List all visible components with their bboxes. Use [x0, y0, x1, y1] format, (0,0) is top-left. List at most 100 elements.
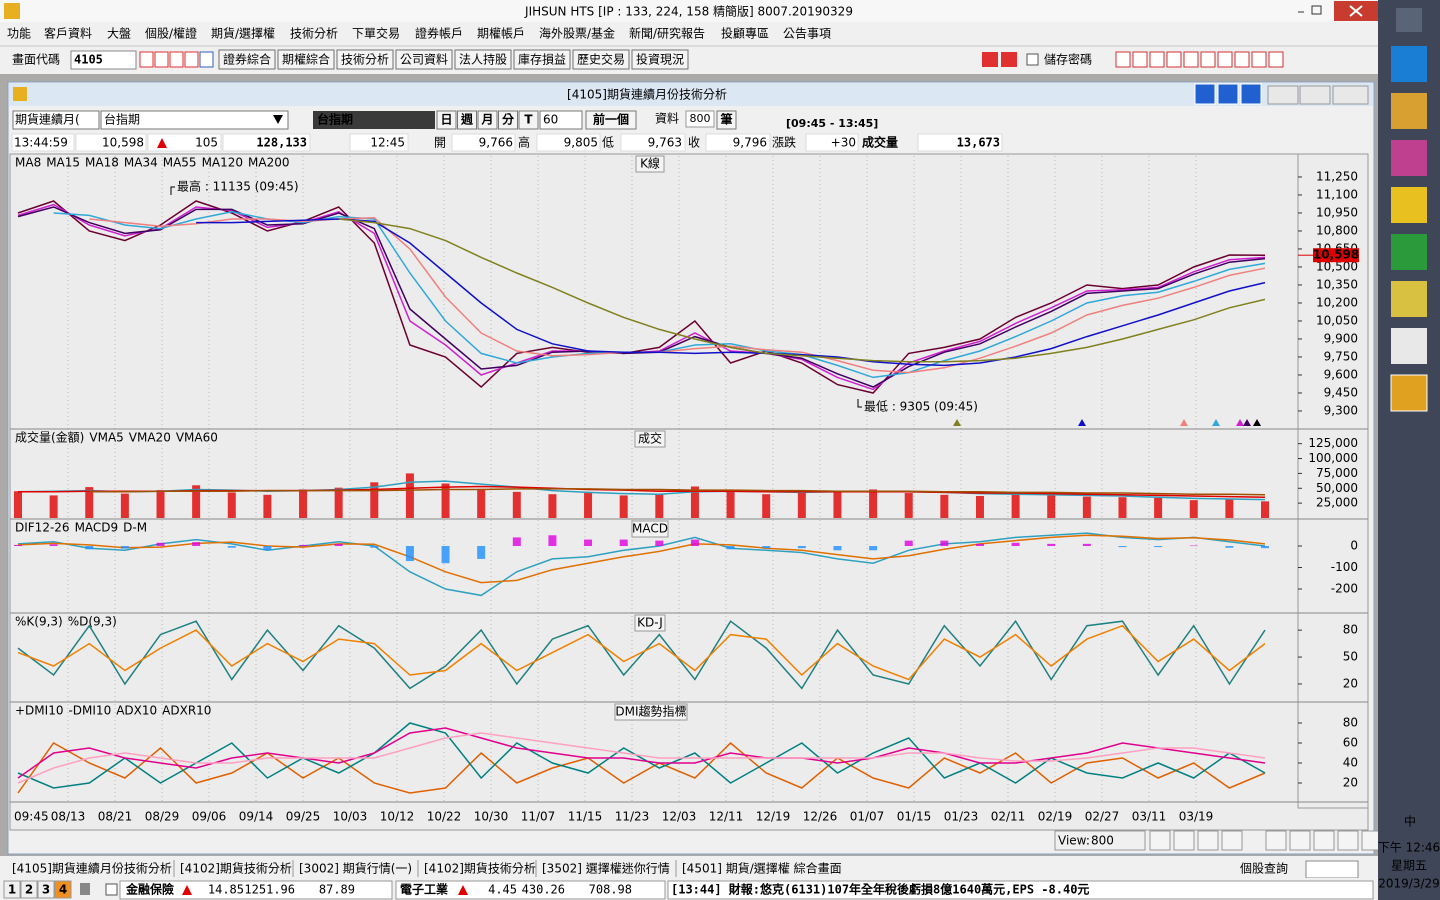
- menu-item[interactable]: 海外股票/基金: [539, 26, 615, 41]
- tool-icon[interactable]: [1183, 51, 1199, 68]
- period-button[interactable]: [436, 110, 457, 130]
- taskbar-app[interactable]: [1391, 281, 1427, 317]
- taskbar-app[interactable]: [1390, 374, 1428, 412]
- taskbar-app[interactable]: [1391, 328, 1427, 364]
- menu-item[interactable]: 期貨/選擇權: [211, 26, 275, 41]
- count-unit[interactable]: 筆: [720, 112, 732, 127]
- page-button[interactable]: [3, 880, 21, 899]
- menu-item[interactable]: 下單交易: [352, 26, 400, 41]
- inner-tool-button[interactable]: [1194, 83, 1216, 105]
- menu-item[interactable]: 投顧專區: [721, 26, 769, 41]
- taskbar-app[interactable]: [1391, 187, 1427, 223]
- toolbar-button[interactable]: [513, 49, 571, 70]
- restore-button[interactable]: [1304, 2, 1332, 20]
- symbol-input[interactable]: [100, 110, 289, 130]
- toolbar-button-label[interactable]: 法人持股: [459, 52, 507, 67]
- tool-icon[interactable]: [1115, 51, 1131, 68]
- menu-item[interactable]: 大盤: [107, 27, 131, 41]
- inner-tool-button[interactable]: [1217, 83, 1239, 105]
- start-button[interactable]: [1396, 8, 1422, 32]
- period-button[interactable]: [518, 110, 539, 130]
- tool-icon[interactable]: [1200, 51, 1216, 68]
- menu-item[interactable]: 證券帳戶: [415, 26, 463, 41]
- page-button[interactable]: [54, 880, 72, 899]
- tab[interactable]: [3002] 期貨行情(一): [299, 862, 412, 876]
- chart-tool-button[interactable]: [1149, 830, 1171, 851]
- toolbar-button-label[interactable]: 歷史交易: [577, 52, 625, 67]
- menu-item[interactable]: 期權帳戶: [477, 27, 525, 41]
- save-password-label[interactable]: 儲存密碼: [1044, 52, 1092, 67]
- count-input[interactable]: [685, 110, 715, 128]
- menu-item[interactable]: 個股/權證: [145, 26, 197, 41]
- chart-tool-button[interactable]: [1173, 830, 1195, 851]
- toolbar-button[interactable]: [277, 49, 335, 70]
- tab[interactable]: [3502] 選擇權迷你行情: [542, 861, 670, 876]
- toolbar-button-label[interactable]: 投資現況: [636, 52, 684, 67]
- tool-icon[interactable]: [1234, 51, 1250, 68]
- period-button[interactable]: [498, 110, 518, 130]
- tool-icon[interactable]: [199, 51, 214, 68]
- tool-icon[interactable]: [1268, 51, 1284, 68]
- menu-item[interactable]: 功能: [7, 27, 31, 41]
- inner-close[interactable]: [1332, 85, 1369, 105]
- toolbar-button-label[interactable]: 期權綜合: [282, 52, 330, 67]
- inner-max[interactable]: [1299, 85, 1331, 105]
- page-label[interactable]: 2: [25, 883, 33, 897]
- prev-button[interactable]: [585, 110, 637, 130]
- period-label[interactable]: 月: [480, 113, 493, 127]
- tool-icon[interactable]: [1149, 51, 1165, 68]
- chart-tool-button[interactable]: [1337, 830, 1359, 851]
- save-password-checkbox[interactable]: [1026, 53, 1039, 66]
- toolbar-button[interactable]: [454, 49, 512, 70]
- page-label[interactable]: 4: [59, 883, 67, 897]
- tab[interactable]: [4105]期貨連續月份技術分析: [12, 861, 172, 876]
- toolbar-button[interactable]: [395, 49, 453, 70]
- taskbar-app[interactable]: [1391, 46, 1427, 82]
- status-checkbox[interactable]: [105, 883, 118, 896]
- taskbar-app[interactable]: [1391, 140, 1427, 176]
- prev-label[interactable]: 前一個: [593, 112, 629, 127]
- toolbar-button[interactable]: [572, 49, 630, 70]
- period-button[interactable]: [457, 110, 477, 130]
- chart-tool-button[interactable]: [1265, 830, 1287, 851]
- tool-icon[interactable]: [1217, 51, 1233, 68]
- series-select[interactable]: [12, 110, 100, 130]
- menu-item[interactable]: 技術分析: [290, 27, 338, 41]
- period-label[interactable]: 日: [440, 113, 452, 127]
- period-label[interactable]: 週: [460, 112, 474, 127]
- tool-icon[interactable]: [1251, 51, 1267, 68]
- toolbar-button-label[interactable]: 證券綜合: [223, 52, 271, 67]
- tool-icon[interactable]: [1166, 51, 1182, 68]
- taskbar-app[interactable]: [1391, 234, 1427, 270]
- menu-item[interactable]: 客戶資料: [44, 26, 92, 41]
- chart-tool-button[interactable]: [1313, 830, 1335, 851]
- interval-select[interactable]: [539, 110, 583, 130]
- toolbar-button-label[interactable]: 公司資料: [400, 53, 448, 67]
- page-label[interactable]: 1: [8, 883, 16, 897]
- menu-item[interactable]: 公告事項: [783, 27, 831, 41]
- inner-tool-button[interactable]: [1240, 83, 1262, 105]
- menu-item[interactable]: 新聞/研究報告: [629, 26, 705, 41]
- inner-min[interactable]: [1267, 85, 1299, 105]
- tool-icon[interactable]: [139, 51, 154, 68]
- taskbar-app[interactable]: [1391, 93, 1427, 129]
- tab[interactable]: [4102]期貨技術分析: [424, 862, 536, 876]
- tool-icon[interactable]: [184, 51, 199, 68]
- toolbar-button[interactable]: [336, 49, 394, 70]
- period-button[interactable]: [477, 110, 498, 130]
- tool-icon[interactable]: [154, 51, 169, 68]
- count-unit-button[interactable]: [716, 110, 737, 130]
- toolbar-button-label[interactable]: 技術分析: [341, 53, 389, 67]
- chart-tool-button[interactable]: [1221, 830, 1243, 851]
- nav-right[interactable]: [1001, 52, 1017, 67]
- page-button[interactable]: [37, 880, 55, 899]
- tool-icon[interactable]: [1132, 51, 1148, 68]
- chart-tool-button[interactable]: [1197, 830, 1219, 851]
- code-input[interactable]: [70, 50, 137, 70]
- period-label[interactable]: 分: [501, 112, 515, 127]
- tab[interactable]: [4102]期貨技術分析: [180, 862, 292, 876]
- page-label[interactable]: 3: [42, 883, 50, 897]
- nav-left[interactable]: [982, 52, 998, 67]
- stock-query-input[interactable]: [1305, 860, 1359, 879]
- tab[interactable]: [4501] 期貨/選擇權 綜合畫面: [682, 861, 842, 876]
